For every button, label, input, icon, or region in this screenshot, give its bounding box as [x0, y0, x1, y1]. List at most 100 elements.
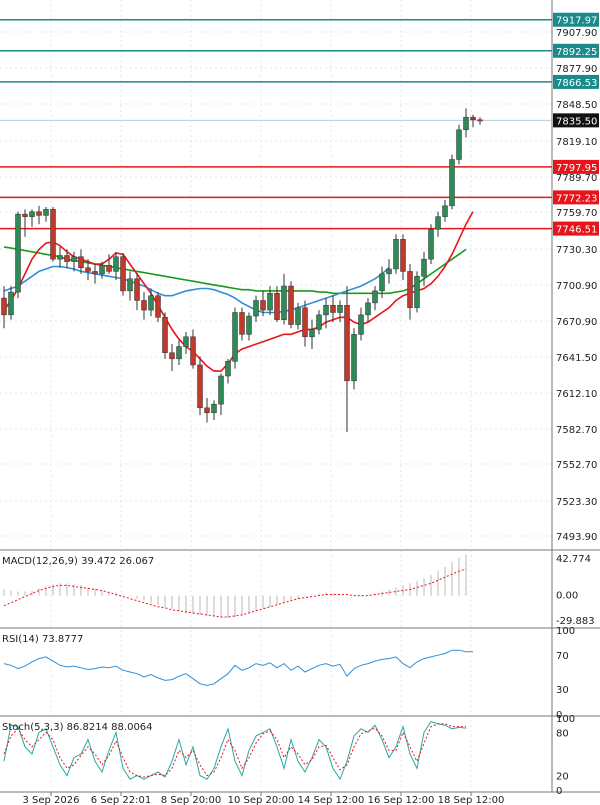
grid	[0, 0, 552, 790]
candle-body	[232, 312, 238, 362]
resistance-tag-bg	[553, 43, 599, 58]
stochastic-axis-tick: 20	[556, 772, 569, 783]
candle-body	[43, 209, 49, 216]
x-axis-tick-label: 10 Sep 20:00	[228, 795, 295, 805]
candle-body	[281, 285, 287, 320]
candle-body	[316, 314, 322, 330]
price-axis-tick: 7789.70	[556, 173, 597, 184]
support-label: 7772.23	[556, 193, 597, 204]
price-axis-tick: 7582.70	[556, 425, 597, 436]
x-axis-tick-label: 3 Sep 2026	[22, 795, 79, 805]
support-label: 7746.51	[556, 225, 597, 236]
support-tag-bg	[553, 221, 599, 236]
price-axis-tick: 7552.70	[556, 460, 597, 471]
candle-body	[463, 116, 469, 131]
candle-body	[253, 300, 259, 317]
rsi-axis-tick: 70	[556, 651, 569, 662]
candle-body	[1, 297, 7, 316]
candle-body	[239, 312, 245, 335]
price-axis-tick: 7759.70	[556, 208, 597, 219]
candle-body	[358, 314, 364, 335]
candle-body	[225, 361, 231, 377]
price-axis-tick: 7670.90	[556, 317, 597, 328]
support-tag-bg	[553, 190, 599, 205]
candle-body	[365, 302, 371, 316]
candle-body	[71, 256, 77, 262]
candle-body	[113, 256, 119, 272]
candle-body	[393, 239, 399, 270]
candle-body	[127, 278, 133, 292]
candle-body	[260, 300, 266, 311]
candle-body	[190, 336, 196, 366]
price-axis-tick: 7493.90	[556, 532, 597, 543]
candle-body	[78, 256, 84, 268]
candle-body	[470, 116, 476, 120]
candle-body	[15, 213, 21, 293]
candle-body	[204, 407, 210, 413]
candle-body	[183, 336, 189, 347]
macd-indicator-label: MACD(12,26,9) 39.472 26.067	[2, 556, 154, 567]
resistance-label: 7866.53	[556, 78, 597, 89]
stochastic-k-line	[3, 721, 467, 781]
candle-body	[449, 159, 455, 207]
candle-body	[295, 307, 301, 325]
rsi-line	[3, 649, 473, 686]
candle-body	[386, 268, 392, 275]
price-axis-tick: 7819.10	[556, 137, 597, 148]
candle-body	[302, 307, 308, 338]
resistance-tag: 7917.97	[553, 12, 599, 27]
candle-body	[442, 205, 448, 217]
candle-body	[36, 211, 42, 216]
macd-panel: 42.774 0.00 -29.883 MACD(12,26,9) 39.472 26…	[2, 554, 595, 627]
candle-body	[148, 295, 154, 311]
stochastic-d-line	[3, 723, 466, 778]
macd-signal-line	[3, 568, 467, 618]
x-axis-tick-label: 16 Sep 12:00	[368, 795, 435, 805]
x-axis-tick-label: 8 Sep 20:00	[161, 795, 221, 805]
candle-body	[162, 317, 168, 353]
candle-body	[323, 305, 329, 316]
candle-body	[120, 256, 126, 292]
support-tag: 7772.23	[553, 190, 599, 205]
candle-body	[309, 329, 315, 338]
price-axis-tick: 7700.90	[556, 281, 597, 292]
stochastic-axis-tick: 100	[556, 714, 575, 725]
candle-body	[22, 213, 28, 217]
candle-body	[57, 255, 63, 260]
stochastic-axis-tick: 0	[556, 786, 562, 797]
rsi-axis-tick: 100	[556, 626, 575, 637]
candle-body	[351, 334, 357, 382]
candle-body	[99, 265, 105, 275]
candle-body	[211, 403, 217, 413]
candle-body	[421, 258, 427, 277]
x-axis-tick-label: 14 Sep 12:00	[298, 795, 365, 805]
candle-body	[197, 364, 203, 409]
candle-body	[176, 346, 182, 360]
price-axis-tick: 7523.30	[556, 497, 597, 508]
resistance-tag: 7866.53	[553, 74, 599, 89]
candle-body	[288, 285, 294, 325]
stochastic-axis-tick: 80	[556, 728, 569, 739]
candle-body	[106, 265, 112, 272]
stochastic-indicator-label: Stoch(5,3,3) 86.8214 88.0064	[2, 722, 153, 733]
price-axis-tick: 7612.10	[556, 389, 597, 400]
candle-body	[379, 273, 385, 292]
candle-body	[50, 209, 56, 260]
resistance-tag: 7892.25	[553, 43, 599, 58]
price-axis-tick: 7730.30	[556, 245, 597, 256]
current-price-tag-bg	[553, 113, 599, 128]
candle-body	[477, 119, 483, 122]
candle-body	[267, 293, 273, 311]
price-axis-tick: 7848.50	[556, 100, 597, 111]
support-tag: 7797.95	[553, 159, 599, 174]
candle-body	[414, 276, 420, 308]
support-label: 7797.95	[556, 163, 597, 174]
candle-body	[435, 216, 441, 230]
price-panel: 7917.97 7892.25 7866.53 7797.95 7772.23 7746.…	[0, 12, 599, 543]
candle-body	[218, 375, 224, 405]
price-axis-tick: 7907.90	[556, 28, 597, 39]
current-price-tag: 7835.50	[553, 113, 599, 128]
support-tag: 7746.51	[553, 221, 599, 236]
